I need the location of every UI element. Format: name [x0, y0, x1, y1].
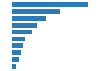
Bar — [12, 43, 23, 48]
Bar — [12, 50, 21, 55]
Bar — [12, 30, 32, 35]
Bar — [12, 23, 37, 28]
Bar — [12, 57, 19, 62]
Bar — [12, 16, 46, 21]
Bar — [12, 2, 88, 7]
Bar — [12, 9, 60, 14]
Bar — [12, 64, 16, 69]
Bar — [12, 36, 25, 41]
